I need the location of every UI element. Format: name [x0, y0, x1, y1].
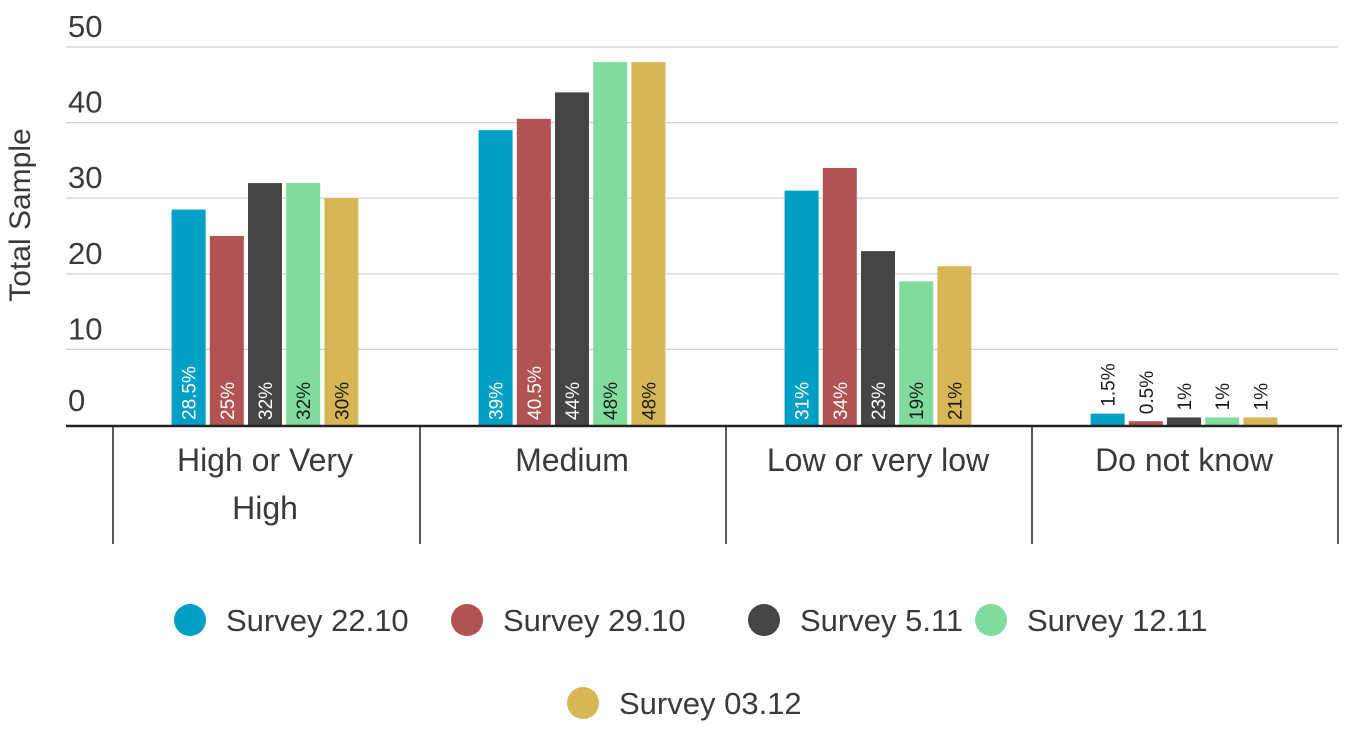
y-tick-label: 50	[68, 9, 102, 44]
bar	[1128, 421, 1163, 425]
data-label: 31%	[793, 382, 814, 420]
y-tick-label: 40	[68, 85, 102, 120]
category-label: Low or very low	[767, 442, 990, 478]
category-label: High or Very	[177, 442, 353, 478]
legend-swatch	[748, 604, 780, 636]
data-label: 25%	[218, 382, 239, 420]
data-label: 34%	[831, 382, 852, 420]
y-tick-label: 0	[68, 383, 85, 418]
data-label: 48%	[639, 382, 660, 420]
bar	[861, 251, 895, 425]
data-label: 44%	[563, 382, 584, 420]
bars	[171, 62, 1278, 426]
y-axis-title: Total Sample	[4, 128, 37, 301]
category-label: Do not know	[1095, 442, 1274, 478]
bar	[593, 62, 628, 426]
bar	[784, 190, 819, 425]
legend-swatch	[975, 604, 1007, 636]
legend-swatch	[567, 687, 599, 719]
bar	[171, 209, 206, 425]
y-tick-label: 20	[68, 236, 102, 271]
category-label: Medium	[515, 442, 629, 478]
legend-label: Survey 22.10	[226, 603, 409, 638]
data-label: 1%	[1251, 383, 1272, 411]
legend-label: Survey 29.10	[503, 603, 686, 638]
bar	[899, 281, 934, 425]
legend-label: Survey 03.12	[619, 686, 802, 721]
data-label: 30%	[332, 382, 353, 420]
data-label: 19%	[907, 382, 928, 420]
legend: Survey 22.10 Survey 29.10 Survey 5.11 Surve…	[174, 603, 1207, 721]
bar	[516, 118, 551, 425]
data-label: 32%	[294, 382, 315, 420]
bar	[324, 198, 359, 425]
data-label: 32%	[256, 382, 277, 420]
legend-label: Survey 12.11	[1027, 603, 1207, 638]
category-label: High	[232, 490, 298, 526]
data-label: 28.5%	[180, 366, 201, 420]
bar	[822, 167, 857, 425]
x-axis: High or Very High Medium Low or very low Do …	[66, 424, 1342, 544]
data-label: 1%	[1175, 383, 1196, 411]
legend-swatch	[174, 604, 206, 636]
bar	[286, 183, 321, 425]
bar	[631, 62, 666, 426]
bar	[248, 183, 282, 425]
data-label: 1%	[1213, 383, 1234, 411]
legend-swatch	[451, 604, 483, 636]
bar	[937, 266, 972, 425]
y-tick-label: 10	[68, 311, 102, 346]
y-tick-label: 30	[68, 160, 102, 195]
legend-label: Survey 5.11	[800, 603, 963, 638]
bar	[478, 130, 513, 425]
bar	[1205, 417, 1240, 425]
data-label: 1.5%	[1099, 363, 1120, 406]
bar	[1090, 413, 1125, 425]
data-label: 0.5%	[1137, 371, 1158, 414]
bar	[1243, 417, 1278, 425]
data-label: 23%	[869, 382, 890, 420]
bar	[555, 92, 589, 426]
data-labels: 28.5% 39% 31% 1.5% 25% 40.5% 34% 0.5% 32% 44% 23% 1…	[180, 363, 1273, 420]
data-label: 48%	[601, 382, 622, 420]
bar	[209, 236, 244, 425]
data-label: 40.5%	[525, 366, 546, 420]
data-label: 39%	[487, 382, 508, 420]
data-label: 21%	[945, 382, 966, 420]
y-axis-ticks: 0 10 20 30 40 50	[68, 9, 102, 418]
bar	[1167, 417, 1201, 425]
